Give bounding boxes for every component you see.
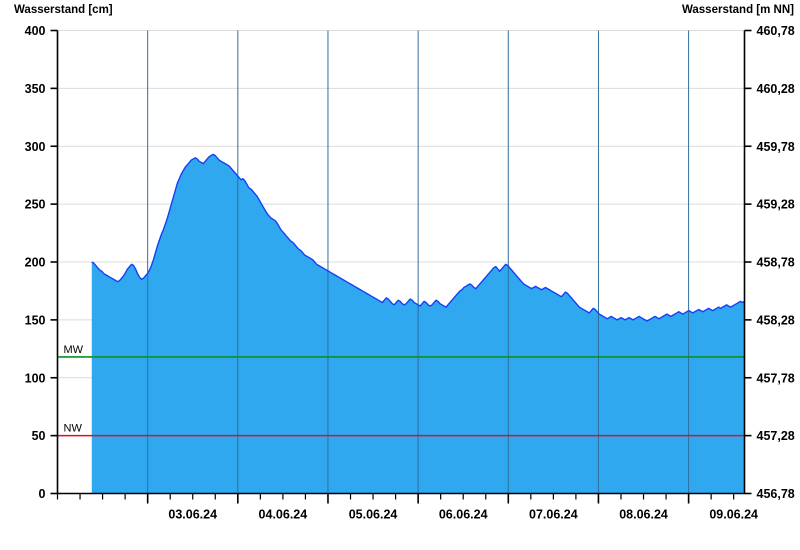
reference-label-nw: NW (64, 423, 83, 435)
ytick-label-right: 457,28 (757, 429, 795, 443)
ytick-label-right: 458,28 (757, 313, 795, 327)
ytick-label-right: 459,28 (757, 198, 795, 212)
ytick-label-left: 150 (25, 313, 46, 327)
ytick-label-left: 50 (32, 429, 46, 443)
ytick-label-left: 400 (25, 24, 46, 38)
xtick-label: 05.06.24 (349, 508, 398, 522)
ytick-label-left: 300 (25, 140, 46, 154)
left-axis-title: Wasserstand [cm] (14, 4, 113, 16)
xtick-label: 07.06.24 (529, 508, 578, 522)
ytick-label-left: 250 (25, 198, 46, 212)
series-outline (91, 153, 745, 322)
ytick-label-left: 200 (25, 256, 46, 270)
ytick-label-left: 350 (25, 82, 46, 96)
xtick-label: 08.06.24 (619, 508, 668, 522)
ytick-label-right: 460,78 (757, 24, 795, 38)
reference-label-mw: MW (64, 344, 84, 356)
ytick-label-right: 459,78 (757, 140, 795, 154)
xtick-label: 04.06.24 (259, 508, 308, 522)
ytick-label-right: 457,78 (757, 371, 795, 385)
xtick-label: 09.06.24 (709, 508, 758, 522)
ytick-label-left: 0 (39, 487, 46, 501)
xtick-label: 03.06.24 (168, 508, 217, 522)
xtick-label: 06.06.24 (439, 508, 488, 522)
ytick-label-right: 460,28 (757, 82, 795, 96)
ytick-label-right: 456,78 (757, 487, 795, 501)
ytick-label-right: 458,78 (757, 256, 795, 270)
ytick-label-left: 100 (25, 371, 46, 385)
right-axis-title: Wasserstand [m NN] (681, 4, 794, 16)
